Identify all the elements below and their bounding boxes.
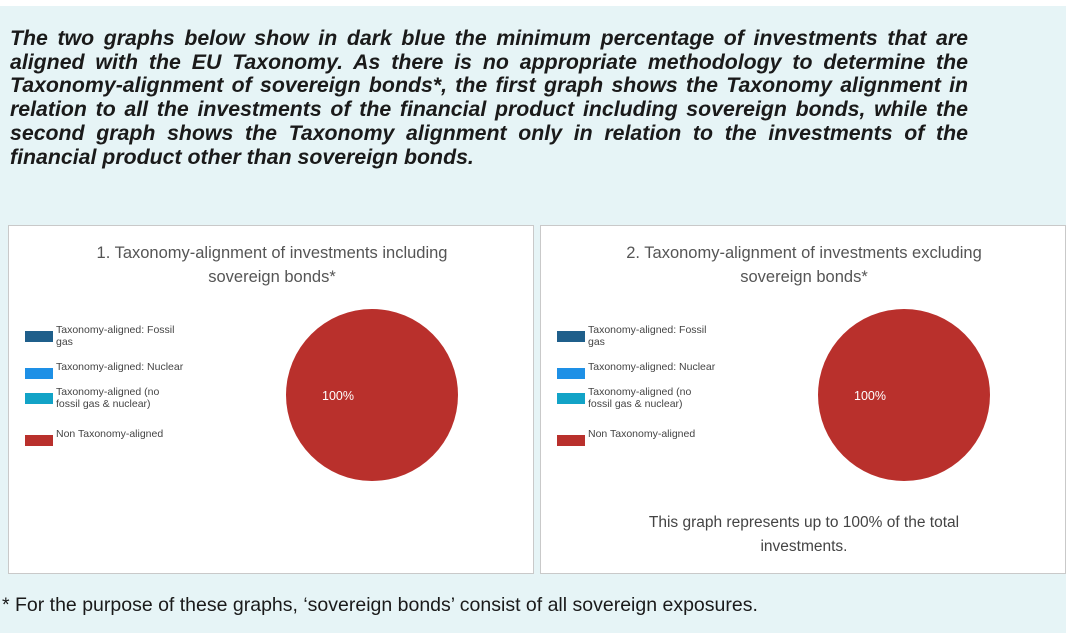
- legend-label: Taxonomy-aligned: Fossil: [56, 324, 174, 336]
- chart-including-sovereign-bonds: 1. Taxonomy-alignment of investments inc…: [8, 225, 534, 574]
- pie-slice: [818, 309, 990, 481]
- pie-chart-2: 2. Taxonomy-alignment of investments exc…: [557, 244, 990, 555]
- legend-label: gas: [588, 336, 605, 348]
- legend-swatch: [25, 435, 53, 446]
- legend-label: fossil gas & nuclear): [56, 398, 151, 410]
- chart-title-line: sovereign bonds*: [740, 268, 868, 286]
- legend-swatch: [25, 368, 53, 379]
- legend-swatch: [557, 393, 585, 404]
- pie-chart-1: 1. Taxonomy-alignment of investments inc…: [25, 244, 458, 481]
- legend-label: Taxonomy-aligned: Fossil: [588, 324, 706, 336]
- chart-excluding-sovereign-bonds: 2. Taxonomy-alignment of investments exc…: [540, 225, 1066, 574]
- legend-label: Non Taxonomy-aligned: [56, 428, 163, 440]
- pie-data-label: 100%: [854, 389, 886, 403]
- legend-swatch: [25, 331, 53, 342]
- chart-note: investments.: [760, 538, 847, 555]
- legend-label: fossil gas & nuclear): [588, 398, 683, 410]
- pie-slice: [286, 309, 458, 481]
- legend-swatch: [25, 393, 53, 404]
- legend-swatch: [557, 435, 585, 446]
- pie-data-label: 100%: [322, 389, 354, 403]
- legend-label: Taxonomy-aligned: Nuclear: [588, 361, 716, 373]
- footnote: * For the purpose of these graphs, ‘sove…: [2, 594, 758, 616]
- legend-label: Taxonomy-aligned (no: [56, 386, 159, 398]
- intro-text: The two graphs below show in dark blue t…: [10, 26, 968, 169]
- legend-label: Taxonomy-aligned (no: [588, 386, 691, 398]
- legend-label: gas: [56, 336, 73, 348]
- chart-title-line: 1. Taxonomy-alignment of investments inc…: [97, 244, 448, 262]
- chart-note: This graph represents up to 100% of the …: [649, 514, 959, 531]
- legend-label: Taxonomy-aligned: Nuclear: [56, 361, 184, 373]
- legend-swatch: [557, 331, 585, 342]
- legend-label: Non Taxonomy-aligned: [588, 428, 695, 440]
- chart-title-line: 2. Taxonomy-alignment of investments exc…: [626, 244, 982, 262]
- legend-swatch: [557, 368, 585, 379]
- chart-title-line: sovereign bonds*: [208, 268, 336, 286]
